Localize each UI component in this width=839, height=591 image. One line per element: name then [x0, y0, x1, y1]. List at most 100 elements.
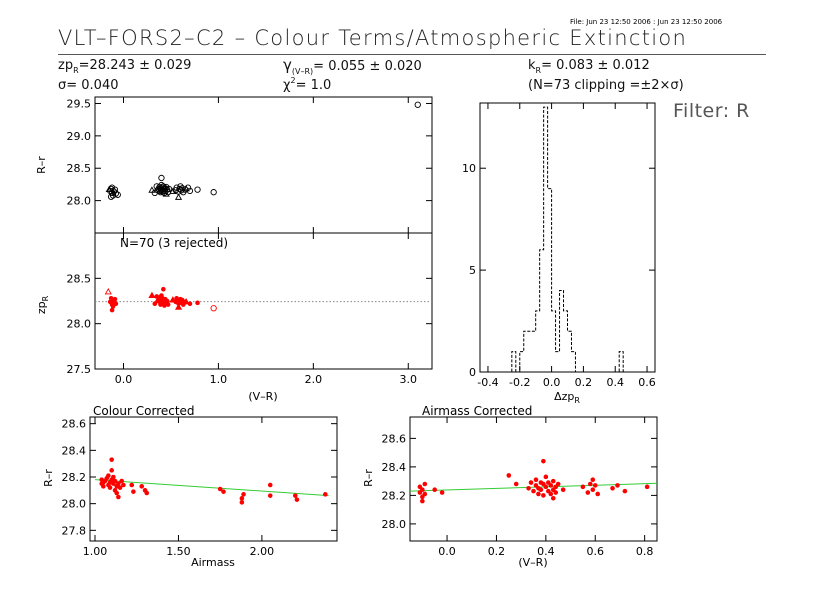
colour-corrected-title: Colour Corrected [93, 404, 195, 418]
colour-corrected-point [109, 468, 114, 473]
colour-corrected-point [116, 494, 121, 500]
airmass-corrected-ylabel: R–r [362, 469, 375, 487]
colour-corrected-xtick-label-1: 1.50 [166, 545, 191, 558]
zeropoint-ytick-label-0: 27.5 [67, 363, 92, 376]
airmass-corrected-point [588, 481, 593, 487]
histogram-bin [548, 189, 552, 372]
airmass-corrected-point [644, 484, 650, 490]
airmass-corrected-xtick-label-1: 0.2 [488, 545, 506, 558]
airmass-corrected-ytick-label-2: 28.4 [382, 461, 407, 474]
zeropoint-ytick-label-1: 28.0 [67, 318, 92, 331]
histogram-bin [544, 107, 548, 372]
chi2-symbol: χ [283, 78, 291, 93]
raw-colour-point [112, 190, 120, 197]
airmass-corrected-point [526, 485, 531, 491]
airmass-corrected-point [550, 495, 556, 501]
raw-colour-point [107, 193, 115, 200]
zeropoint-point [174, 295, 179, 301]
raw-colour-ytick-label-3: 29.5 [67, 97, 92, 110]
airmass-corrected-point [432, 487, 438, 492]
airmass-corrected-ytick-label-1: 28.2 [382, 489, 407, 502]
zeropoint-point [152, 301, 158, 307]
airmass-corrected-point [543, 484, 549, 490]
airmass-corrected-point [555, 481, 561, 487]
colour-corrected-xtick-label-2: 2.00 [250, 545, 275, 558]
airmass-corrected-xlabel: (V–R) [518, 556, 547, 569]
colour-corrected-frame [89, 416, 338, 542]
clipping-stat: (N=73 clipping =±2×σ) [528, 78, 684, 93]
colour-corrected-point [116, 481, 121, 486]
airmass-corrected-point [422, 481, 428, 487]
zeropoint-point [165, 302, 171, 307]
airmass-corrected-point [541, 493, 546, 498]
histogram-bin [568, 331, 572, 372]
histogram-bin [552, 311, 556, 372]
colour-corrected-point [117, 485, 123, 490]
extinction-stat: kR= 0.083 ± 0.012 [528, 58, 650, 75]
raw-colour-frame [94, 96, 433, 234]
page-title: VLT–FORS2–C2 – Colour Terms/Atmospheric … [58, 26, 688, 50]
zeropoint-rejected-point [210, 305, 217, 312]
airmass-corrected-point [548, 483, 554, 488]
airmass-corrected-point [536, 491, 541, 497]
raw-colour-triangle [162, 190, 170, 197]
airmass-corrected-point [531, 488, 536, 494]
airmass-corrected-title: Airmass Corrected [422, 404, 532, 418]
histogram-bin [512, 352, 516, 372]
zeropoint-xtick-label-2: 2.0 [305, 373, 323, 386]
zeropoint-annotation: N=70 (3 rejected) [120, 236, 228, 250]
airmass-corrected-point [580, 484, 586, 490]
histogram-xtick-label-1: -0.2 [509, 376, 530, 389]
colour-corrected-point [139, 484, 145, 489]
colour-corrected-fit-line [94, 479, 329, 497]
airmass-corrected-point [590, 487, 596, 492]
colour-corrected-ylabel: R–r [42, 469, 55, 487]
airmass-corrected-point [513, 481, 519, 487]
histogram-xtick-label-0: -0.4 [477, 376, 498, 389]
colour-corrected-ytick-label-2: 28.2 [62, 471, 87, 484]
colour-corrected-point [109, 457, 114, 462]
zeropoint-triangle [169, 296, 177, 303]
airmass-corrected-xtick-label-4: 0.8 [636, 545, 654, 558]
raw-colour-point [165, 185, 173, 193]
zeropoint-frame [94, 232, 433, 370]
airmass-corrected-point [538, 487, 544, 492]
histogram-xlabel-sub: R [574, 396, 580, 405]
airmass-corrected-ytick-label-3: 28.6 [382, 432, 407, 445]
sigma-stat: σ= 0.040 [58, 78, 119, 93]
zeropoint-triangle [174, 303, 183, 310]
airmass-corrected-ytick-label-0: 28.0 [382, 518, 407, 531]
colour-term-sub: (V–R) [291, 67, 314, 76]
airmass-corrected-xtick-label-0: 0.0 [438, 545, 456, 558]
file-info: File: Jun 23 12:50 2006 : Jun 23 12:50 2… [570, 18, 723, 26]
raw-colour-ytick-label-2: 29.0 [67, 130, 92, 143]
zeropoint-point [112, 296, 118, 302]
zeropoint-point [161, 286, 166, 292]
histogram-bin [560, 290, 564, 372]
zeropoint-xtick-label-1: 1.0 [210, 373, 228, 386]
filter-label: Filter: R [673, 100, 750, 122]
histogram-xlabel: ΔzpR [554, 390, 580, 405]
histogram-bin [556, 352, 560, 372]
airmass-corrected-point [610, 485, 615, 491]
zeropoint-point [109, 307, 115, 313]
histogram-xtick-label-5: 0.6 [638, 376, 656, 389]
airmass-corrected-point [615, 483, 620, 488]
raw-colour-point [158, 174, 165, 182]
zeropoint-xlabel: (V–R) [248, 390, 277, 403]
zeropoint-ylabel: zpR [35, 295, 50, 314]
airmass-corrected-point [541, 458, 546, 464]
raw-colour-point [194, 186, 201, 193]
extinction-symbol: k [528, 58, 536, 73]
colour-corrected-xtick-label-0: 1.00 [83, 545, 108, 558]
raw-colour-point [210, 189, 217, 196]
colour-corrected-point [323, 492, 328, 497]
histogram-bin [520, 352, 524, 372]
histogram-xtick-label-3: 0.2 [575, 376, 593, 389]
airmass-corrected-point [585, 490, 591, 495]
histogram-bin [524, 331, 528, 372]
chi2-sup: 2 [290, 76, 296, 85]
raw-colour-point [111, 186, 119, 193]
extinction-sub: R [535, 66, 542, 75]
